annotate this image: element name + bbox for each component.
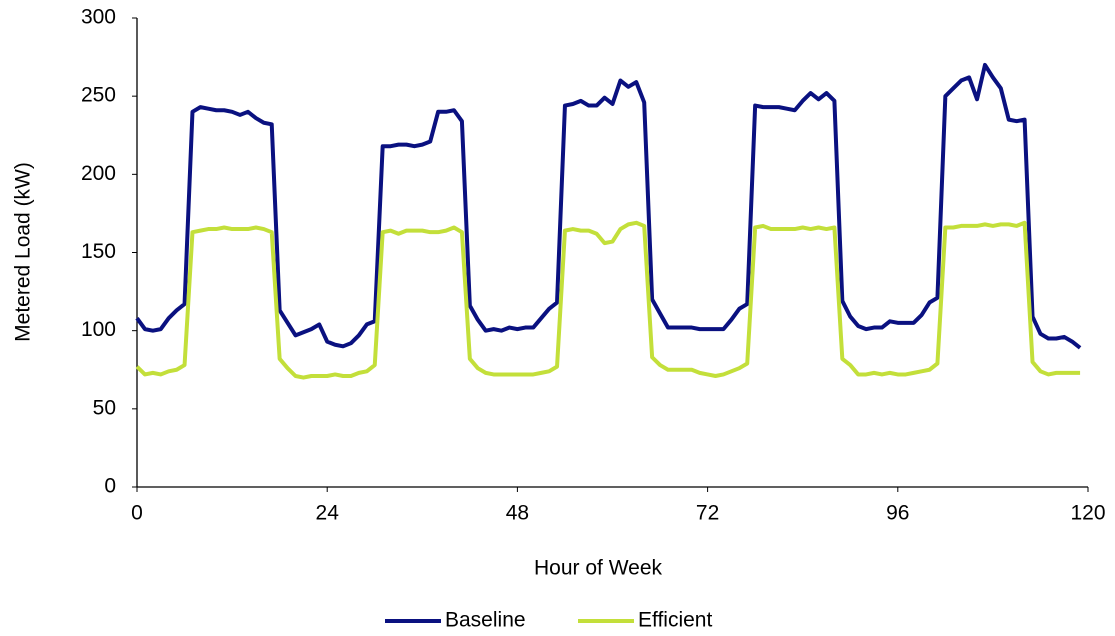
x-tick-label: 48	[506, 502, 529, 525]
x-tick-label: 0	[131, 502, 143, 525]
y-tick-label: 200	[81, 162, 116, 185]
series-line	[135, 220, 1081, 380]
x-tick-label: 120	[1070, 502, 1105, 525]
legend-label: Efficient	[638, 609, 712, 632]
y-tick-label: 300	[81, 6, 116, 29]
x-axis-title: Hour of Week	[534, 557, 662, 580]
x-tick-label: 24	[316, 502, 340, 525]
x-tick-label: 96	[886, 502, 909, 525]
y-tick-label: 50	[93, 396, 116, 419]
y-tick-label: 250	[81, 84, 116, 107]
legend-label: Baseline	[445, 609, 526, 632]
x-tick-label: 72	[696, 502, 719, 525]
series-line	[135, 62, 1082, 350]
y-tick-label: 100	[81, 318, 116, 341]
y-tick-label: 150	[81, 240, 116, 263]
y-tick-label: 0	[104, 475, 116, 498]
y-axis-title: Metered Load (kW)	[12, 162, 35, 342]
